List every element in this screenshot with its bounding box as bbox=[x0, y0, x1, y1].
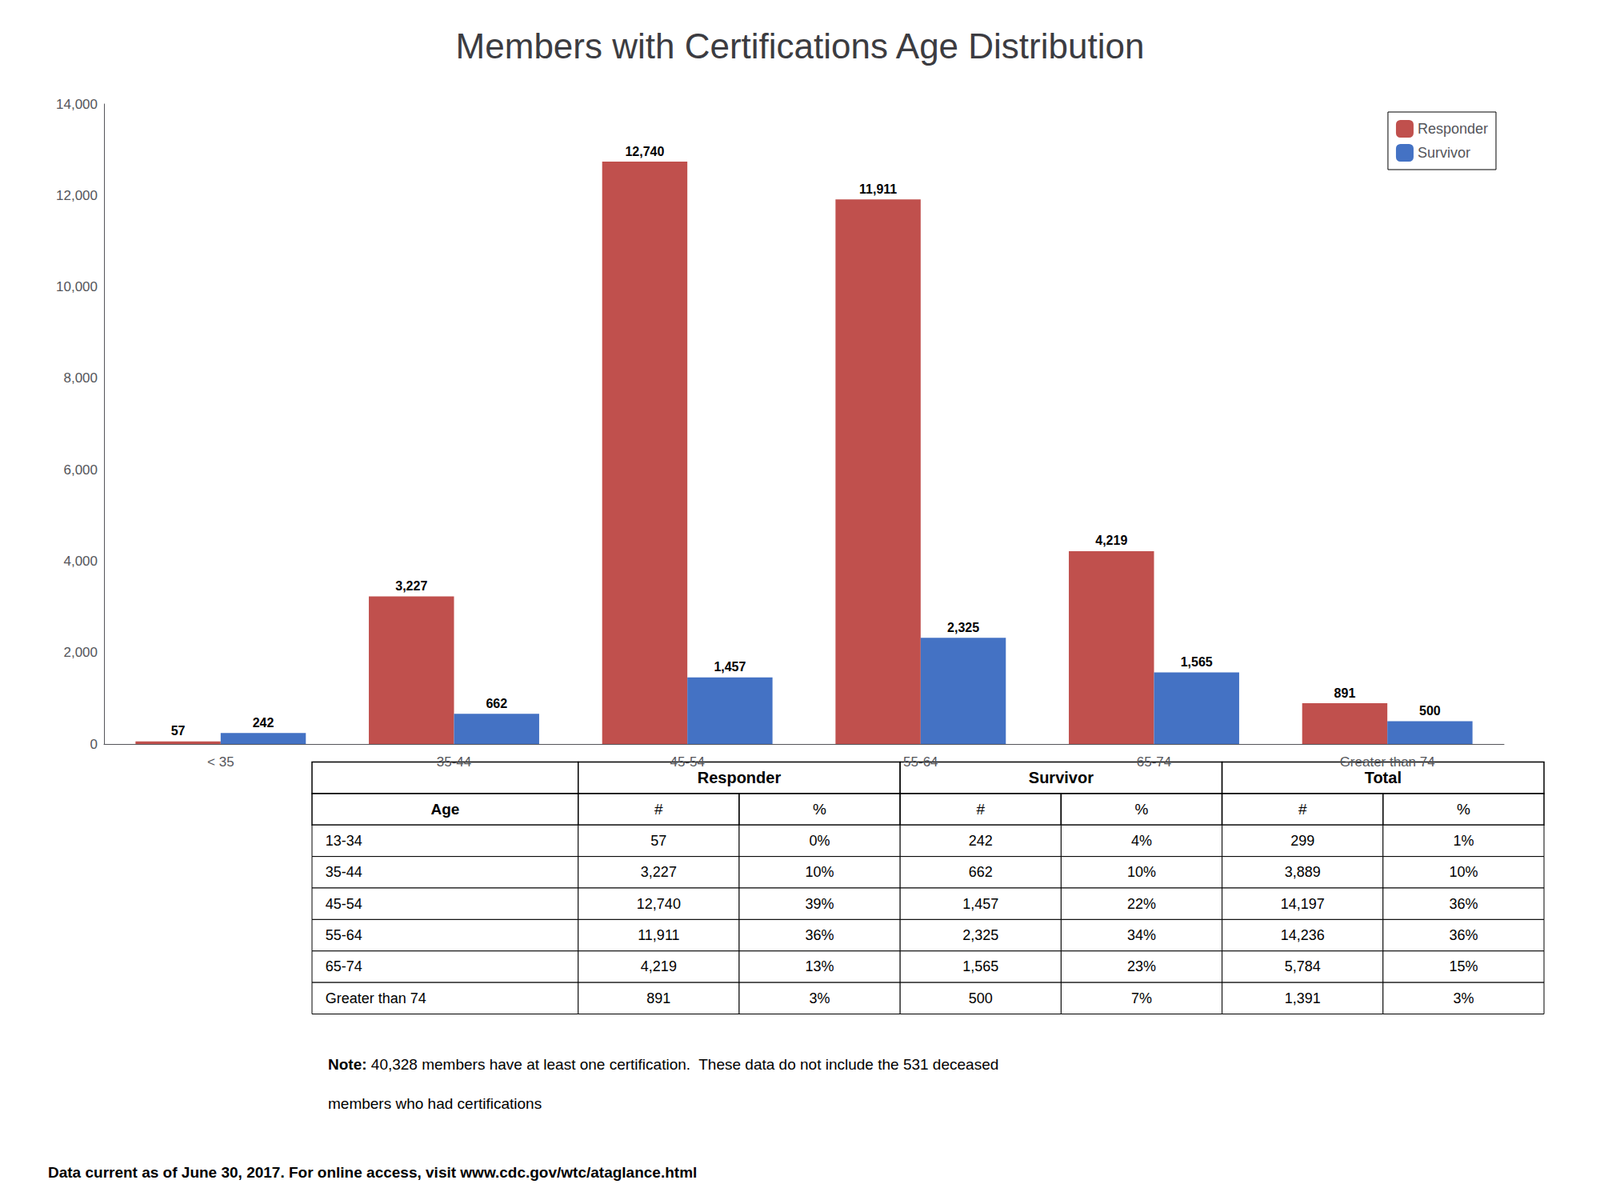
svg-text:10%: 10% bbox=[805, 864, 835, 880]
svg-text:23%: 23% bbox=[1127, 958, 1156, 975]
svg-text:Total: Total bbox=[1364, 768, 1402, 787]
svg-text:Age: Age bbox=[430, 800, 460, 818]
svg-text:36%: 36% bbox=[1448, 896, 1478, 912]
svg-text:#: # bbox=[654, 800, 664, 818]
svg-text:12,000: 12,000 bbox=[56, 188, 98, 204]
svg-text:3,227: 3,227 bbox=[395, 579, 428, 593]
svg-text:0: 0 bbox=[90, 736, 98, 752]
svg-text:36%: 36% bbox=[805, 927, 835, 944]
svg-text:10,000: 10,000 bbox=[56, 279, 98, 295]
svg-text:1,391: 1,391 bbox=[1284, 990, 1321, 1007]
svg-text:5,784: 5,784 bbox=[1284, 958, 1321, 975]
svg-text:14,197: 14,197 bbox=[1280, 896, 1325, 912]
svg-text:45-54: 45-54 bbox=[325, 896, 363, 912]
svg-text:39%: 39% bbox=[805, 896, 835, 912]
svg-text:299: 299 bbox=[1290, 832, 1315, 849]
svg-text:3%: 3% bbox=[809, 990, 831, 1007]
svg-text:1,457: 1,457 bbox=[713, 660, 746, 674]
svg-text:0%: 0% bbox=[809, 832, 831, 849]
svg-text:10%: 10% bbox=[1448, 864, 1478, 880]
svg-text:2,325: 2,325 bbox=[947, 620, 980, 635]
svg-text:1,565: 1,565 bbox=[962, 958, 999, 975]
svg-text:11,911: 11,911 bbox=[637, 927, 680, 944]
svg-text:13-34: 13-34 bbox=[325, 832, 363, 849]
svg-text:891: 891 bbox=[1334, 686, 1356, 700]
svg-text:1,457: 1,457 bbox=[962, 896, 999, 912]
svg-text:%: % bbox=[1135, 800, 1149, 818]
svg-text:14,000: 14,000 bbox=[56, 96, 98, 112]
svg-text:662: 662 bbox=[968, 864, 993, 880]
svg-text:Responder: Responder bbox=[697, 768, 782, 787]
svg-text:15%: 15% bbox=[1448, 958, 1478, 975]
svg-text:14,236: 14,236 bbox=[1280, 927, 1325, 944]
svg-text:2,000: 2,000 bbox=[63, 644, 98, 660]
svg-text:Responder: Responder bbox=[1417, 120, 1488, 137]
svg-text:10%: 10% bbox=[1127, 864, 1156, 880]
svg-text:891: 891 bbox=[646, 990, 671, 1007]
svg-text:#: # bbox=[976, 800, 985, 818]
svg-text:662: 662 bbox=[485, 696, 508, 711]
svg-text:1%: 1% bbox=[1452, 832, 1474, 849]
svg-text:242: 242 bbox=[252, 716, 275, 730]
svg-text:55-64: 55-64 bbox=[325, 927, 363, 944]
svg-text:7%: 7% bbox=[1131, 990, 1152, 1007]
svg-text:6,000: 6,000 bbox=[63, 462, 98, 478]
svg-text:8,000: 8,000 bbox=[63, 370, 98, 386]
svg-text:35-44: 35-44 bbox=[436, 754, 472, 770]
svg-text:242: 242 bbox=[968, 832, 993, 849]
svg-text:1,565: 1,565 bbox=[1180, 655, 1213, 669]
svg-text:Greater than 74: Greater than 74 bbox=[1340, 754, 1436, 770]
svg-text:Greater than 74: Greater than 74 bbox=[325, 990, 427, 1007]
svg-text:3,889: 3,889 bbox=[1284, 864, 1321, 880]
svg-text:members who had certifications: members who had certifications bbox=[328, 1095, 542, 1112]
svg-text:55-64: 55-64 bbox=[903, 754, 938, 770]
svg-text:3%: 3% bbox=[1452, 990, 1474, 1007]
svg-text:Data current as of June 30, 20: Data current as of June 30, 2017. For on… bbox=[48, 1164, 697, 1181]
svg-text:#: # bbox=[1298, 800, 1308, 818]
svg-text:36%: 36% bbox=[1448, 927, 1478, 944]
svg-text:40,328 members have at least o: 40,328 members have at least one certifi… bbox=[367, 1056, 1000, 1073]
svg-text:22%: 22% bbox=[1127, 896, 1156, 912]
svg-text:12,740: 12,740 bbox=[624, 144, 664, 159]
svg-text:65-74: 65-74 bbox=[1136, 754, 1172, 770]
svg-text:4,219: 4,219 bbox=[1095, 533, 1128, 548]
svg-text:34%: 34% bbox=[1127, 927, 1156, 944]
svg-text:57: 57 bbox=[171, 724, 186, 738]
svg-text:Members with Certifications Ag: Members with Certifications Age Distribu… bbox=[456, 26, 1145, 66]
svg-text:Survivor: Survivor bbox=[1417, 144, 1471, 161]
svg-text:< 35: < 35 bbox=[207, 754, 235, 770]
svg-text:%: % bbox=[812, 800, 827, 818]
svg-text:500: 500 bbox=[1419, 704, 1441, 718]
svg-text:4,219: 4,219 bbox=[640, 958, 677, 975]
svg-text:12,740: 12,740 bbox=[636, 896, 681, 912]
svg-text:65-74: 65-74 bbox=[325, 958, 363, 975]
svg-text:45-54: 45-54 bbox=[669, 754, 704, 770]
svg-text:2,325: 2,325 bbox=[962, 927, 999, 944]
svg-text:35-44: 35-44 bbox=[325, 864, 363, 880]
svg-text:3,227: 3,227 bbox=[640, 864, 677, 880]
svg-text:4%: 4% bbox=[1131, 832, 1152, 849]
svg-text:Note:: Note: bbox=[328, 1056, 368, 1073]
svg-text:13%: 13% bbox=[805, 958, 835, 975]
svg-text:Survivor: Survivor bbox=[1028, 768, 1094, 787]
svg-text:57: 57 bbox=[650, 832, 667, 849]
svg-text:4,000: 4,000 bbox=[63, 553, 98, 569]
svg-text:%: % bbox=[1456, 800, 1471, 818]
svg-text:500: 500 bbox=[968, 990, 993, 1007]
svg-text:11,911: 11,911 bbox=[859, 182, 897, 196]
